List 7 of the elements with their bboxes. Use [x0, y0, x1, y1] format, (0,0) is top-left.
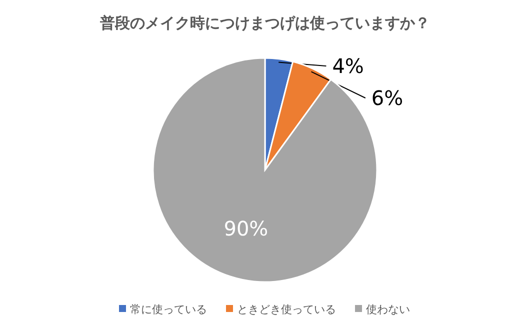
legend-label: 常に使っている	[130, 303, 207, 316]
legend-label: ときどき使っている	[237, 303, 336, 316]
chart-title: 普段のメイク時につけまつげは使っていますか？	[99, 14, 430, 32]
legend-label: 使わない	[366, 303, 410, 316]
data-label: 4%	[332, 54, 364, 78]
data-label: 6%	[371, 86, 404, 110]
data-label: 90%	[224, 216, 268, 241]
